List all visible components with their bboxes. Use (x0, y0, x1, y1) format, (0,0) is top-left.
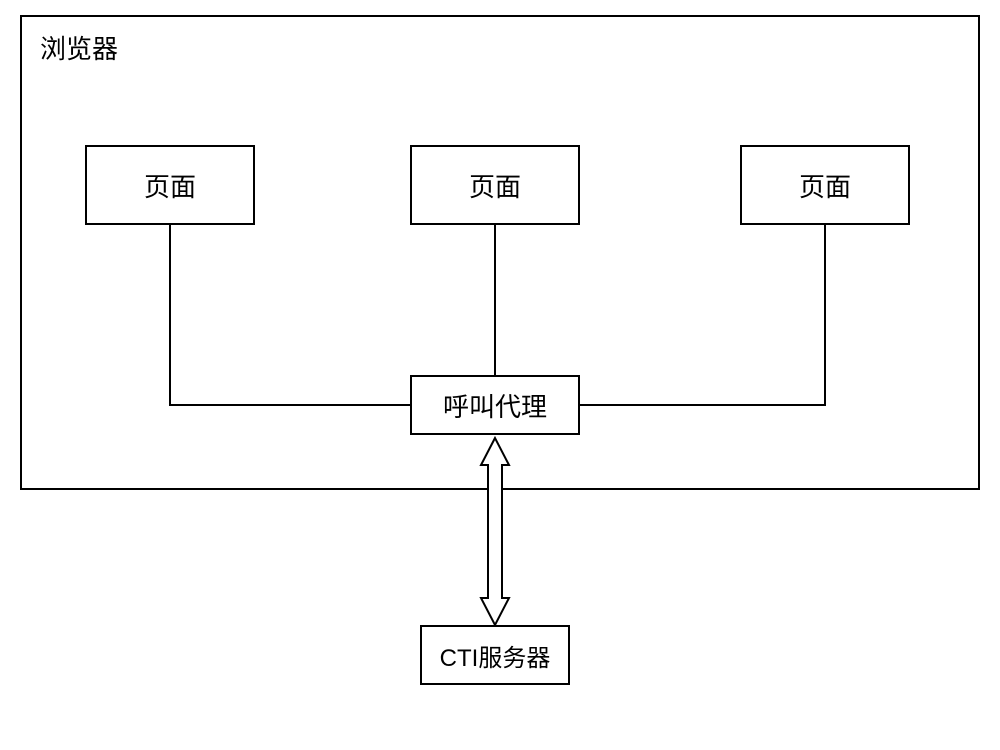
cti-server-label: CTI服务器 (440, 638, 551, 673)
call-agent-label: 呼叫代理 (443, 387, 547, 424)
browser-label: 浏览器 (40, 29, 118, 66)
call-agent-node: 呼叫代理 (410, 375, 580, 435)
diagram-container: 浏览器 页面 页面 页面 呼叫代理 CTI服务器 (20, 15, 980, 735)
page-node-2-label: 页面 (469, 167, 521, 204)
page-node-3: 页面 (740, 145, 910, 225)
page-node-3-label: 页面 (799, 167, 851, 204)
page-node-2: 页面 (410, 145, 580, 225)
page-node-1-label: 页面 (144, 167, 196, 204)
cti-server-node: CTI服务器 (420, 625, 570, 685)
page-node-1: 页面 (85, 145, 255, 225)
